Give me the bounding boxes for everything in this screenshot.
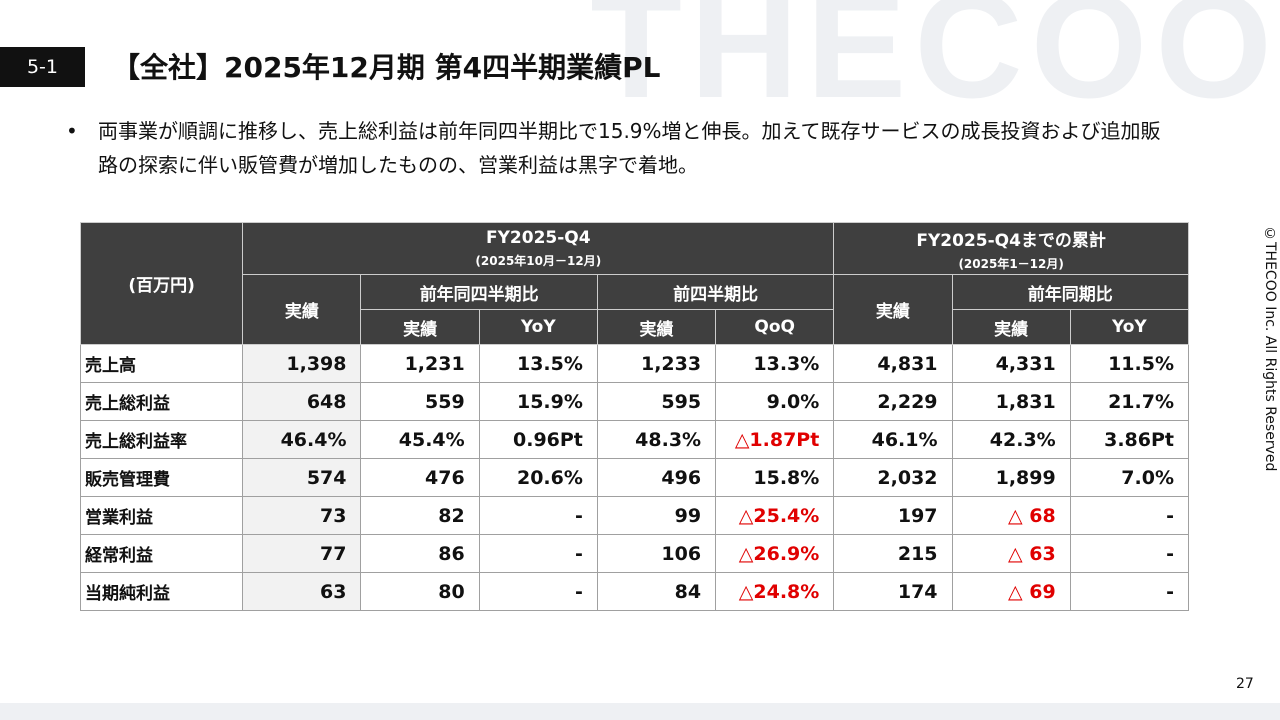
cell: 559	[360, 382, 480, 421]
cell: -	[478, 572, 598, 611]
cell: △ 63	[951, 534, 1071, 573]
cell: 496	[596, 458, 717, 497]
cell: 2,032	[833, 458, 953, 497]
column-header: QoQ	[715, 309, 835, 345]
cell: 4,331	[951, 344, 1071, 383]
cell: 21.7%	[1069, 382, 1190, 421]
cell: 174	[833, 572, 953, 611]
row-label: 営業利益	[79, 496, 244, 535]
table-row: 売上総利益率 46.4% 45.4% 0.96Pt 48.3% △1.87Pt 46.1% 4…	[79, 420, 1190, 459]
unit-label: (百万円)	[79, 222, 244, 345]
table-row: 販売管理費 574 476 20.6% 496 15.8% 2,032 1,899 7.0%	[79, 458, 1190, 497]
cell: △24.8%	[715, 572, 835, 611]
cell: 1,899	[951, 458, 1071, 497]
table-row: 営業利益 73 82-99 △25.4% 197 △ 68-	[79, 496, 1190, 535]
cell: -	[478, 496, 598, 535]
cell: 215	[833, 534, 953, 573]
sub-header: 前年同期比	[951, 274, 1190, 310]
table-row: 経常利益 77 86-106 △26.9% 215 △ 63-	[79, 534, 1190, 573]
table-row: 売上高 1,398 1,231 13.5% 1,233 13.3% 4,831 4,331 11…	[79, 344, 1190, 383]
cell: 1,831	[951, 382, 1071, 421]
cell: 63	[242, 572, 362, 611]
column-header: 実績	[951, 309, 1071, 345]
cell: 574	[242, 458, 362, 497]
table-row: 売上総利益 648 559 15.9% 595 9.0% 2,229 1,831 21.7%	[79, 382, 1190, 421]
column-header: 実績	[596, 309, 717, 345]
cell: △ 69	[951, 572, 1071, 611]
cell: 46.4%	[242, 420, 362, 459]
slide-title: 【全社】2025年12月期 第4四半期業績PL	[112, 51, 661, 84]
section-badge: 5-1	[0, 47, 85, 87]
cell: 84	[596, 572, 717, 611]
cell: 15.8%	[715, 458, 835, 497]
sub-header: 実績	[242, 274, 362, 345]
table-row: 当期純利益 63 80-84 △24.8% 174 △ 69-	[79, 572, 1190, 611]
cell: △1.87Pt	[715, 420, 835, 459]
row-label: 売上総利益	[79, 382, 244, 421]
cell: 3.86Pt	[1069, 420, 1190, 459]
row-label: 当期純利益	[79, 572, 244, 611]
cell: △25.4%	[715, 496, 835, 535]
row-label: 経常利益	[79, 534, 244, 573]
cell: 0.96Pt	[478, 420, 598, 459]
cell: 80	[360, 572, 480, 611]
cell: 45.4%	[360, 420, 480, 459]
cell: 46.1%	[833, 420, 953, 459]
cell: -	[1069, 572, 1190, 611]
bullet-dot: •	[66, 119, 78, 143]
cell: 4,831	[833, 344, 953, 383]
cell: 42.3%	[951, 420, 1071, 459]
group-header: FY2025-Q4までの累計 (2025年1－12月)	[833, 222, 1189, 275]
sub-header: 前四半期比	[596, 274, 835, 310]
cell: 476	[360, 458, 480, 497]
row-label: 売上総利益率	[79, 420, 244, 459]
column-header: 実績	[360, 309, 480, 345]
cell: -	[1069, 496, 1190, 535]
row-label: 売上高	[79, 344, 244, 383]
copyright: ©THECOO Inc. All Rights Reserved	[1262, 226, 1278, 472]
page-number: 27	[1236, 676, 1254, 692]
sub-header: 前年同四半期比	[360, 274, 598, 310]
pl-table: (百万円) FY2025-Q4 (2025年10月－12月) FY2025-Q4ま…	[79, 222, 1190, 611]
cell: 73	[242, 496, 362, 535]
cell: 20.6%	[478, 458, 598, 497]
cell: -	[1069, 534, 1190, 573]
cell: 86	[360, 534, 480, 573]
cell: 13.3%	[715, 344, 835, 383]
cell: 13.5%	[478, 344, 598, 383]
group-sub: (2025年1－12月)	[958, 256, 1064, 271]
cell: 15.9%	[478, 382, 598, 421]
group-header: FY2025-Q4 (2025年10月－12月)	[242, 222, 835, 275]
sub-header: 実績	[833, 274, 953, 345]
cell: 1,233	[596, 344, 717, 383]
cell: 106	[596, 534, 717, 573]
bullet-text: 両事業が順調に推移し、売上総利益は前年同四半期比で15.9%増と伸長。加えて既存…	[98, 119, 1161, 177]
cell: 82	[360, 496, 480, 535]
cell: △26.9%	[715, 534, 835, 573]
cell: 11.5%	[1069, 344, 1190, 383]
row-label: 販売管理費	[79, 458, 244, 497]
watermark: THECOO	[590, 0, 1280, 129]
group-label: FY2025-Q4	[486, 228, 591, 248]
cell: 1,398	[242, 344, 362, 383]
cell: 1,231	[360, 344, 480, 383]
cell: 7.0%	[1069, 458, 1190, 497]
cell: 648	[242, 382, 362, 421]
cell: 197	[833, 496, 953, 535]
column-header: YoY	[478, 309, 598, 345]
cell: 99	[596, 496, 717, 535]
cell: 595	[596, 382, 717, 421]
group-sub: (2025年10月－12月)	[475, 254, 602, 268]
cell: 2,229	[833, 382, 953, 421]
cell: 9.0%	[715, 382, 835, 421]
footer-bar	[0, 703, 1280, 720]
cell: 48.3%	[596, 420, 717, 459]
cell: △ 68	[951, 496, 1071, 535]
group-label: FY2025-Q4までの累計	[916, 230, 1106, 251]
column-header: YoY	[1069, 309, 1190, 345]
cell: -	[478, 534, 598, 573]
cell: 77	[242, 534, 362, 573]
